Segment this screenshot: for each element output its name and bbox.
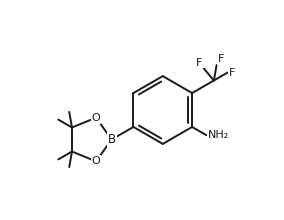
Text: O: O — [92, 156, 101, 166]
Text: B: B — [108, 133, 116, 146]
Text: F: F — [229, 68, 235, 78]
Text: F: F — [218, 54, 224, 64]
Text: F: F — [196, 58, 203, 68]
Text: NH₂: NH₂ — [207, 130, 229, 140]
Text: O: O — [92, 113, 101, 123]
